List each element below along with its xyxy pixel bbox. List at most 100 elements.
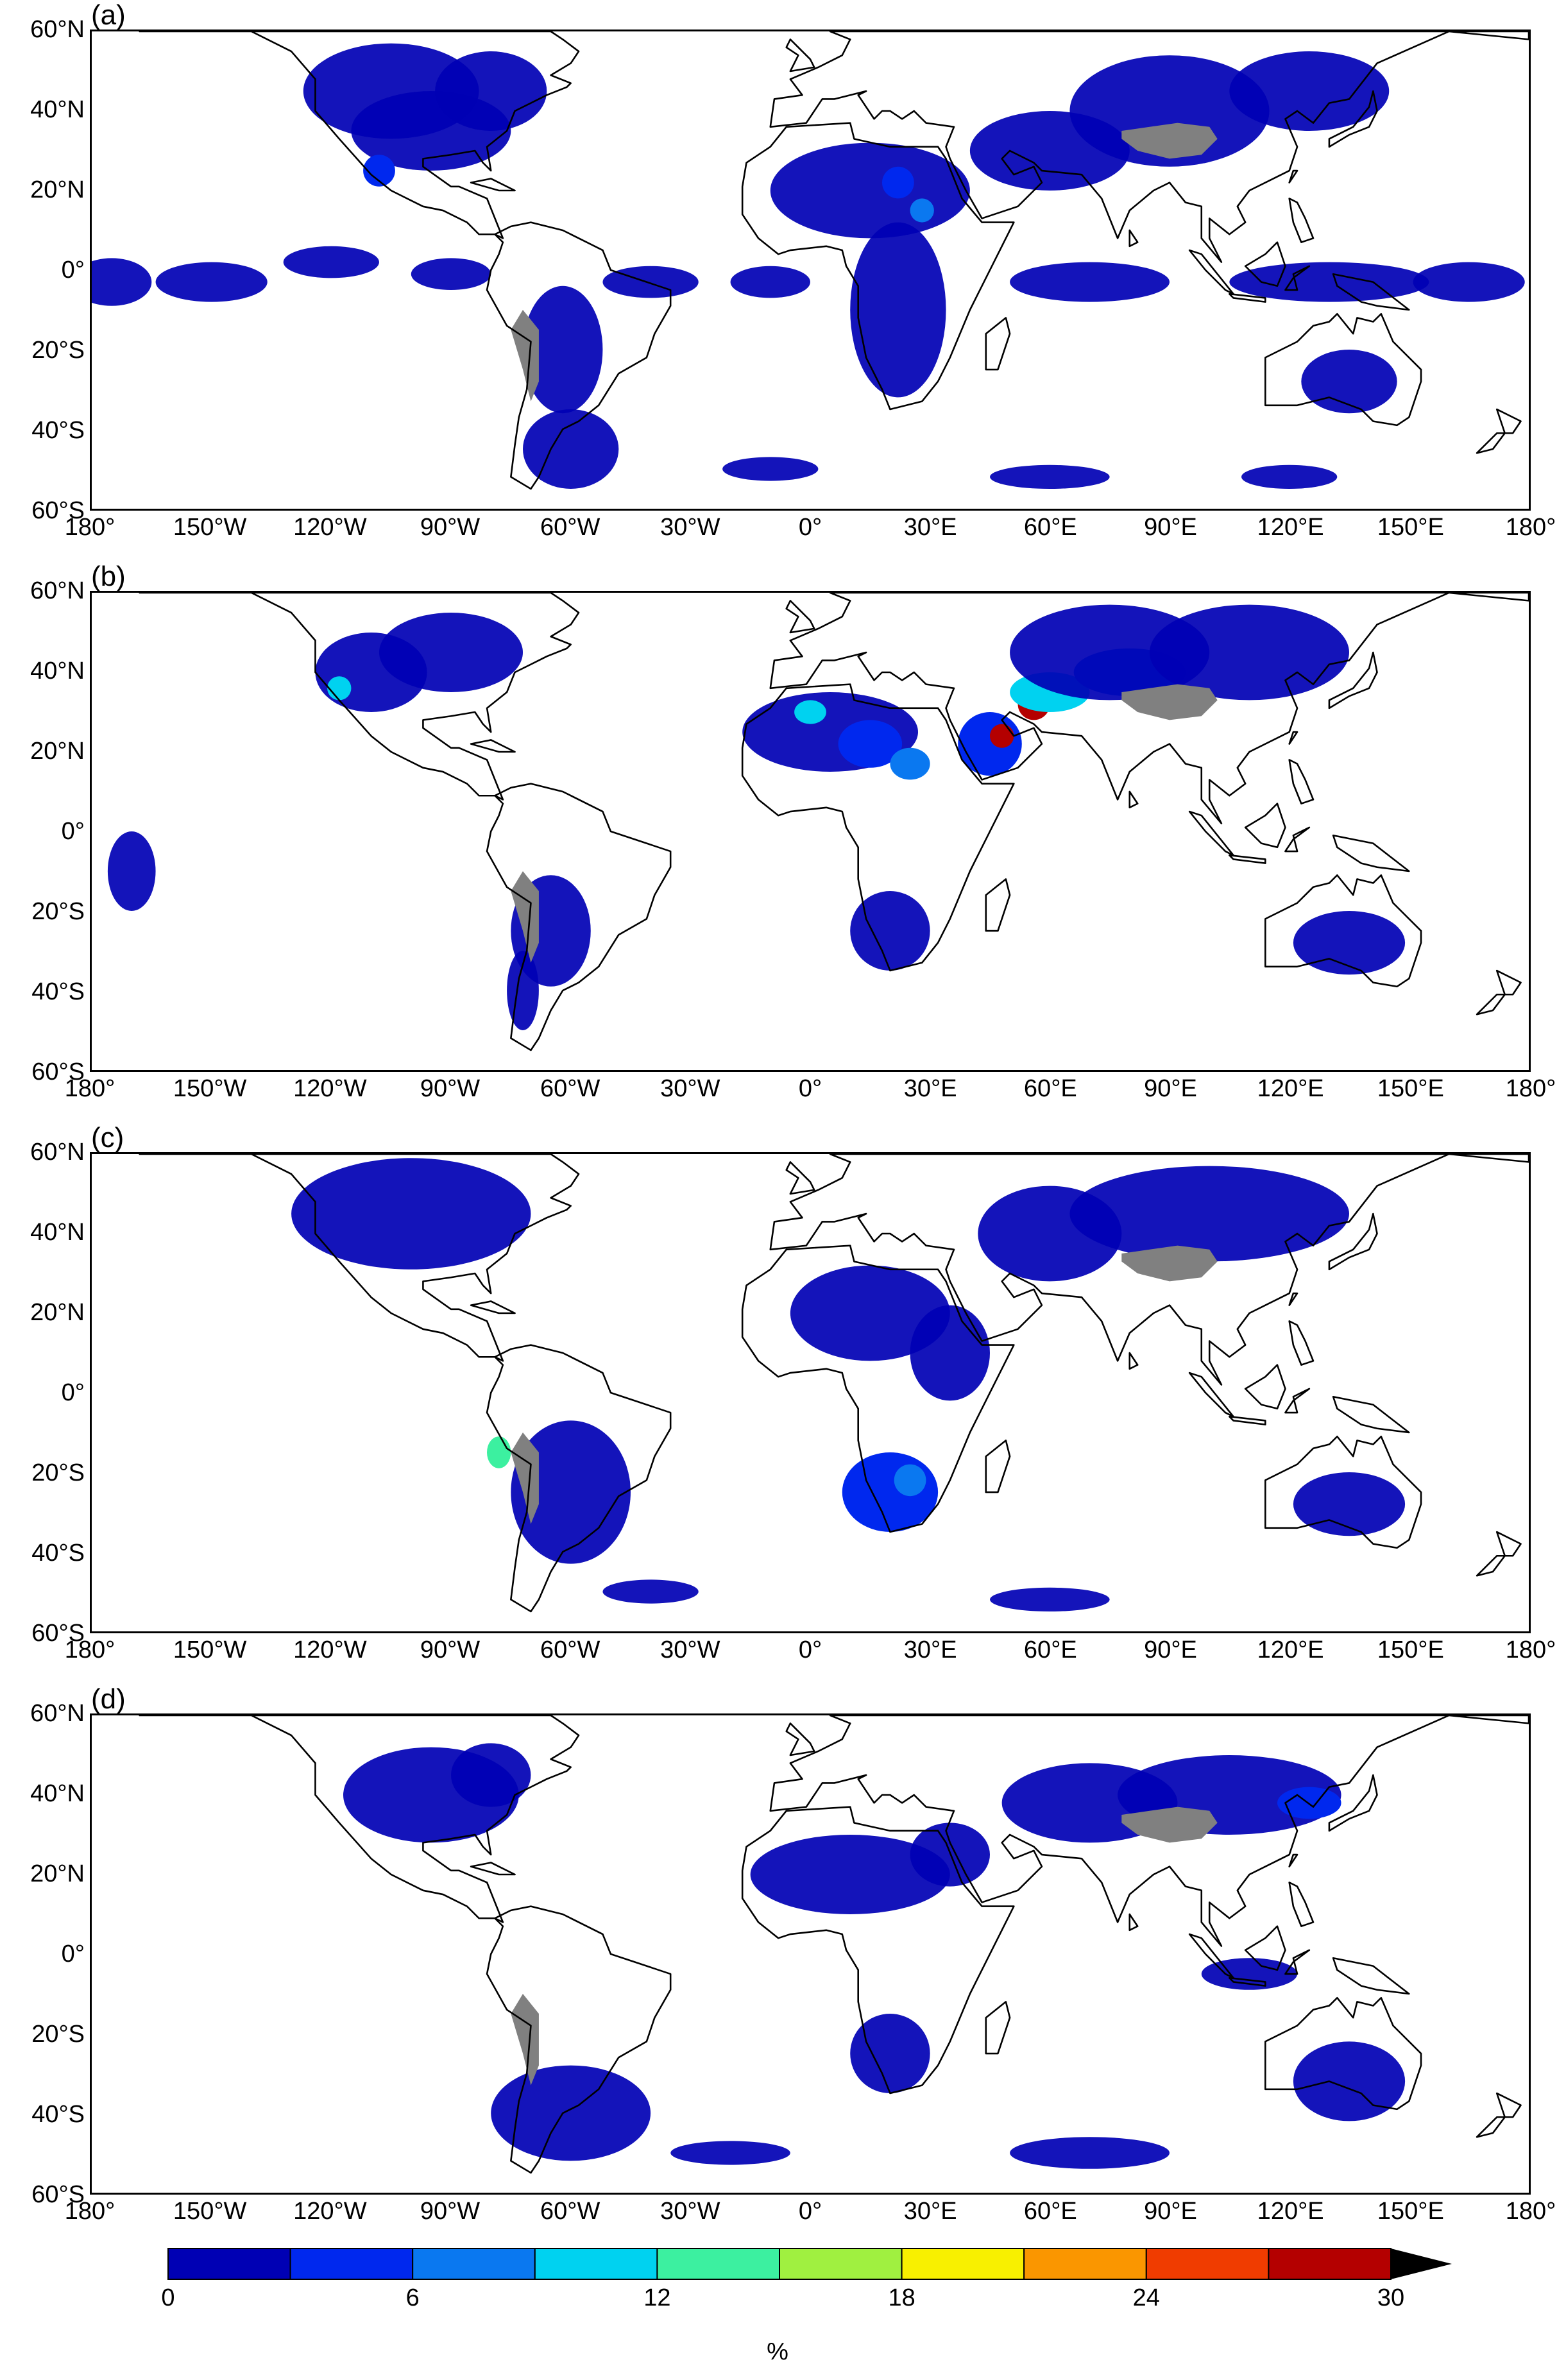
coastline [785, 1722, 815, 1756]
no-data-area [1121, 123, 1218, 159]
coastline [1284, 826, 1311, 853]
colorbar-segment [1145, 2248, 1270, 2280]
colorbar-segment [901, 2248, 1025, 2280]
coastline [785, 600, 815, 634]
lon-tick-label: 90°W [420, 1075, 481, 1102]
coastline [769, 1154, 1529, 1386]
frequency-patch [1229, 262, 1429, 302]
coastline [1288, 1882, 1315, 1927]
frequency-patch [730, 266, 810, 298]
colorbar: 0 6 12 18 24 30 % [0, 2245, 1566, 2380]
coastline [985, 317, 1011, 371]
lon-tick-label: 90°E [1144, 514, 1197, 541]
coastline [1229, 1415, 1266, 1425]
coastline [985, 878, 1011, 932]
lat-tick-label: 60°S [31, 1620, 85, 1647]
lon-tick-label: 60°E [1023, 2198, 1077, 2225]
frequency-patch [850, 222, 946, 398]
frequency-patch [1293, 1472, 1406, 1536]
lon-tick-label: 120°W [293, 514, 367, 541]
coastline [769, 31, 1529, 263]
map-panel: (a) 60°N 40°N 20°N 0° 20°S 40°S 60°S 180° 150°W 12… [0, 0, 1566, 565]
colorbar-segment [779, 2248, 903, 2280]
no-data-area [1121, 1245, 1218, 1282]
colorbar-extend-arrow [1391, 2248, 1452, 2279]
colorbar-segment [167, 2248, 291, 2280]
lon-tick-label: 90°E [1144, 1075, 1197, 1102]
no-data-area [511, 1994, 539, 2086]
coastline [769, 1715, 1529, 1947]
frequency-patch [363, 155, 395, 187]
coastline [1188, 249, 1234, 295]
coastline [1284, 1949, 1311, 1975]
coastline [1288, 1292, 1298, 1306]
coastline [486, 221, 672, 490]
frequency-patch [722, 457, 819, 481]
lon-tick-label: 150°E [1377, 1636, 1444, 1663]
coastline [1328, 1774, 1378, 1832]
lon-tick-label: 150°E [1377, 2198, 1444, 2225]
coastline [1495, 969, 1522, 996]
coastline [1476, 993, 1506, 1016]
frequency-patch [155, 262, 268, 302]
coastline [1288, 759, 1315, 804]
lat-tick-label: 40°N [30, 658, 85, 684]
frequency-patch [990, 724, 1014, 748]
lon-tick-label: 150°W [173, 2198, 247, 2225]
frequency-patch [411, 258, 491, 290]
coastline [741, 683, 1015, 972]
coastline [139, 593, 580, 801]
frequency-patch [1293, 2041, 1406, 2121]
frequency-patch [890, 747, 930, 780]
coastline [785, 38, 815, 72]
frequency-patch [435, 51, 547, 131]
coastline [486, 1344, 672, 1613]
frequency-patch [794, 700, 826, 724]
lat-tick-label: 20°S [31, 2021, 85, 2048]
lat-tick-label: 0° [61, 1379, 85, 1406]
frequency-patch [523, 409, 619, 489]
coastline [139, 31, 580, 239]
colorbar-segment [412, 2248, 536, 2280]
frequency-patch [1201, 1958, 1298, 1990]
frequency-patch [511, 1420, 631, 1564]
lon-tick-label: 30°W [660, 2198, 720, 2225]
frequency-patch [92, 258, 152, 306]
coastline [1332, 1957, 1410, 1995]
lat-tick-label: 60°N [30, 1700, 85, 1727]
frequency-patch [1069, 55, 1270, 167]
frequency-patch [1010, 2137, 1170, 2169]
lat-tick-label: 40°S [31, 1540, 85, 1567]
lat-tick-label: 40°S [31, 2101, 85, 2128]
map-svg [92, 31, 1529, 490]
lon-tick-label: 180° [1505, 2198, 1556, 2225]
frequency-patch [291, 1158, 531, 1270]
lon-tick-label: 30°W [660, 1075, 720, 1102]
colorbar-tick-label: 6 [405, 2284, 420, 2311]
lon-tick-label: 30°E [903, 1636, 957, 1663]
colorbar-bar [167, 2248, 1452, 2280]
coastline [1476, 1554, 1506, 1577]
lon-tick-label: 180° [64, 514, 115, 541]
panel-label: (c) [91, 1122, 124, 1153]
lat-tick-label: 40°N [30, 1780, 85, 1807]
coastline [470, 739, 516, 753]
lon-tick-label: 90°W [420, 514, 481, 541]
coastline [1128, 1352, 1139, 1370]
frequency-patch [602, 1579, 699, 1604]
frequency-patch [523, 285, 603, 414]
lat-tick-label: 60°N [30, 1139, 85, 1166]
frequency-patch [451, 1743, 531, 1807]
colorbar-segment [1023, 2248, 1147, 2280]
coastline [1264, 874, 1422, 988]
frequency-patch [602, 266, 699, 298]
frequency-patch [1149, 604, 1349, 701]
lon-tick-label: 30°E [903, 1075, 957, 1102]
lon-tick-label: 60°E [1023, 514, 1077, 541]
frequency-patch [850, 2014, 930, 2093]
frequency-patch [491, 2065, 651, 2161]
coastline [1128, 1913, 1139, 1932]
map-svg [139, 1715, 1529, 2174]
coastline [741, 1245, 1015, 1533]
coastline [470, 1300, 516, 1314]
